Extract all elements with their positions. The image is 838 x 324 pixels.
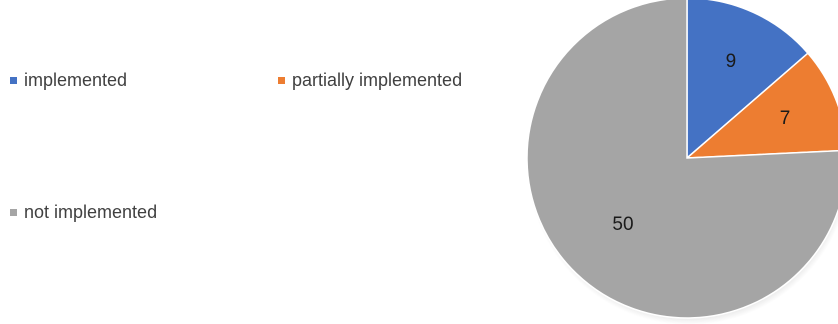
legend-item-not-implemented: not implemented (10, 202, 157, 223)
data-label-not-implemented: 50 (612, 214, 633, 235)
data-label-partially-implemented: 7 (780, 108, 791, 129)
data-label-implemented: 9 (726, 51, 737, 72)
pie-slice-not-implemented (526, 0, 838, 319)
legend-label-not-implemented: not implemented (24, 202, 158, 222)
legend-label-implemented: implemented (24, 70, 128, 90)
pie-slice-implemented (686, 0, 809, 160)
legend-label-partially-implemented: partially implemented (292, 70, 463, 90)
pie-slice-partially-implemented (684, 52, 838, 159)
legend-swatch-implemented (10, 77, 17, 84)
pie-slices (526, 0, 838, 319)
legend-swatch-partially-implemented (278, 77, 285, 84)
legend-swatch-not-implemented (10, 209, 17, 216)
legend-item-partially-implemented: partially implemented (278, 70, 462, 91)
legend-item-implemented: implemented (10, 70, 127, 91)
pie-labels: 9 7 50 (612, 51, 790, 235)
